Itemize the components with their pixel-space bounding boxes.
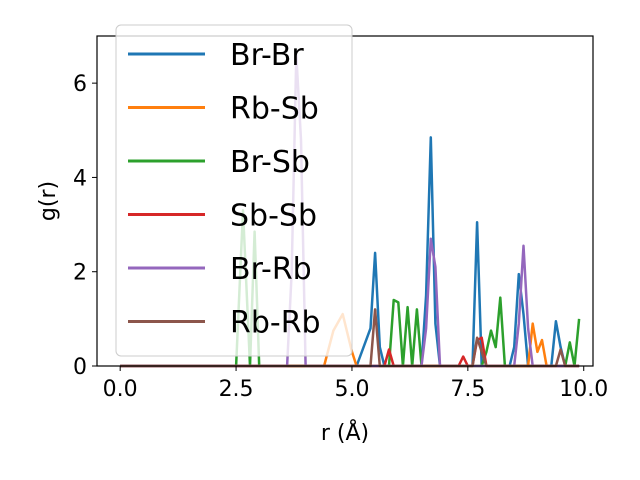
series-line-rb-rb [120, 308, 580, 368]
legend: Br-Br Rb-Sb Br-Sb Sb-Sb Br-Rb Rb-Rb [115, 24, 353, 357]
ticks-layer: 0.0 2.5 5.0 7.5 10.0 0 2 4 6 [73, 72, 608, 402]
legend-label-sb-sb: Sb-Sb [230, 199, 317, 234]
y-tick-label: 2 [73, 261, 87, 286]
y-tick-label: 4 [73, 166, 87, 191]
legend-label-br-br: Br-Br [230, 38, 304, 73]
x-tick-label: 7.5 [450, 377, 485, 402]
y-axis-label: g(r) [36, 181, 61, 221]
x-axis-label: r (Å) [321, 419, 369, 446]
x-tick-label: 5.0 [334, 377, 369, 402]
legend-label-br-sb: Br-Sb [230, 145, 310, 180]
legend-label-br-rb: Br-Rb [230, 252, 312, 287]
series-line-br-br [120, 136, 580, 368]
legend-label-rb-rb: Rb-Rb [230, 306, 321, 341]
y-tick-label: 6 [73, 72, 87, 97]
x-tick-label: 0.0 [103, 377, 138, 402]
x-tick-label: 10.0 [559, 377, 608, 402]
x-tick-label: 2.5 [219, 377, 254, 402]
series-line-sb-sb [120, 336, 580, 368]
legend-label-rb-sb: Rb-Sb [230, 92, 319, 127]
y-tick-label: 0 [73, 355, 87, 380]
